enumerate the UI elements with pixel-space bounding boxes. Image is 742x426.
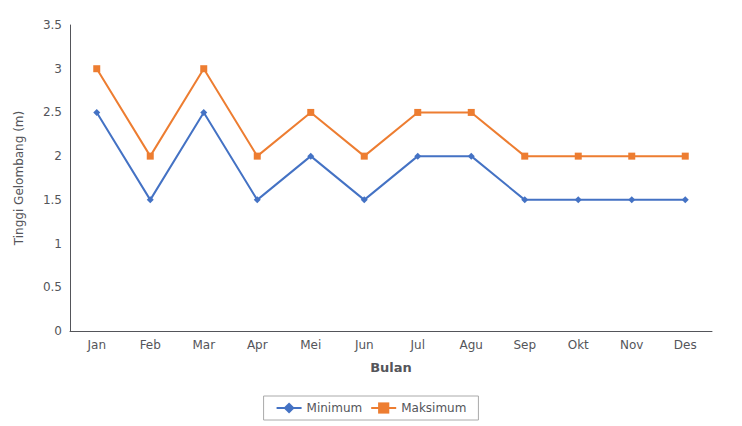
svg-text:Bulan: Bulan (370, 360, 412, 375)
svg-text:1.5: 1.5 (43, 193, 62, 207)
svg-text:2.5: 2.5 (43, 105, 62, 119)
svg-text:3.5: 3.5 (43, 18, 62, 32)
svg-text:Tinggi Gelombang (m): Tinggi Gelombang (m) (12, 111, 26, 246)
svg-text:Feb: Feb (140, 338, 161, 352)
svg-text:Nov: Nov (620, 338, 643, 352)
svg-text:Sep: Sep (513, 338, 536, 352)
svg-text:Maksimum: Maksimum (401, 401, 466, 415)
svg-text:0.5: 0.5 (43, 280, 62, 294)
svg-text:1: 1 (54, 237, 62, 251)
svg-text:3: 3 (54, 62, 62, 76)
svg-text:Jan: Jan (87, 338, 107, 352)
svg-text:Okt: Okt (568, 338, 589, 352)
svg-text:Mei: Mei (300, 338, 321, 352)
svg-text:Agu: Agu (460, 338, 483, 352)
svg-text:0: 0 (54, 324, 62, 338)
svg-text:Des: Des (674, 338, 697, 352)
svg-text:Jun: Jun (354, 338, 374, 352)
svg-text:2: 2 (54, 149, 62, 163)
svg-text:Jul: Jul (410, 338, 425, 352)
svg-text:Apr: Apr (247, 338, 268, 352)
svg-text:Mar: Mar (192, 338, 215, 352)
svg-text:Minimum: Minimum (307, 401, 363, 415)
